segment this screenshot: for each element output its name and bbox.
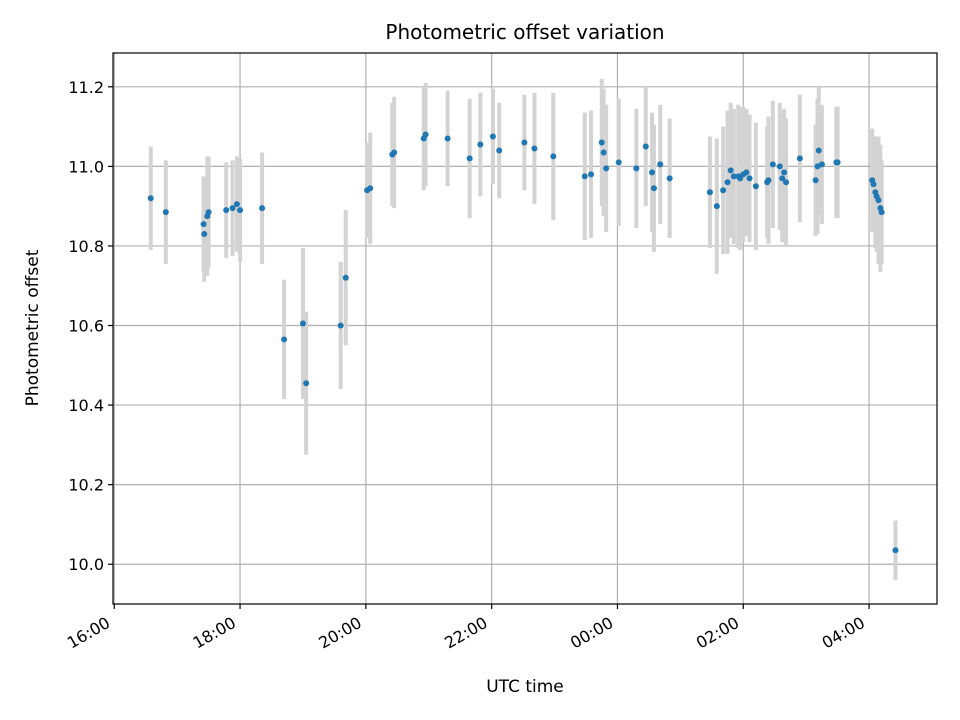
data-point [233,201,240,208]
data-point [818,161,825,168]
y-tick-label: 10.2 [68,476,104,495]
data-point [444,135,451,142]
data-point [706,189,713,196]
data-point [201,231,208,238]
data-point [229,205,236,212]
data-point [713,203,720,210]
data-point [342,274,349,281]
data-point [657,161,664,168]
data-point [281,336,288,343]
y-tick-label: 10.8 [68,237,104,256]
data-point [730,173,737,180]
data-point [205,209,212,216]
data-point [259,205,266,212]
data-points [147,131,899,554]
data-point [815,147,822,154]
data-point [521,139,528,146]
data-point [489,133,496,140]
data-point [650,185,657,192]
data-point [727,167,734,174]
data-point [776,163,783,170]
y-tick-label: 10.4 [68,396,104,415]
data-point [649,169,656,176]
data-point [633,165,640,172]
data-point [466,155,473,162]
data-point [598,139,605,146]
x-axis-label: UTC time [486,677,564,697]
data-point [779,175,786,182]
data-point [870,181,877,188]
data-point [367,185,374,192]
data-point [878,209,885,216]
data-point [783,179,790,186]
data-point [237,207,244,214]
data-point [299,320,306,327]
y-axis: 10.0 10.2 10.4 10.6 10.8 11.0 11.2 [68,78,113,574]
data-point [162,209,169,216]
y-tick-label: 11.2 [68,78,104,97]
y-axis-label: Photometric offset [23,249,43,406]
data-point [769,161,776,168]
data-point [892,547,899,554]
data-point [746,175,753,182]
data-point [531,145,538,152]
data-point [615,159,622,166]
chart-title: Photometric offset variation [385,20,664,44]
y-tick-label: 10.0 [68,555,104,574]
data-point [752,183,759,190]
data-point [477,141,484,148]
data-point [588,171,595,178]
data-point [422,131,429,138]
data-point [337,322,344,329]
data-point [781,169,788,176]
data-point [875,197,882,204]
data-point [666,175,673,182]
data-point [796,155,803,162]
data-point [765,177,772,184]
data-point [642,143,649,150]
data-point [724,179,731,186]
data-point [223,207,230,214]
y-tick-label: 11.0 [68,157,104,176]
y-tick-label: 10.6 [68,317,104,336]
data-point [200,221,207,228]
data-point [391,149,398,156]
data-point [303,380,310,387]
data-point [581,173,588,180]
data-point [600,149,607,156]
data-point [812,177,819,184]
data-point [743,169,750,176]
data-point [550,153,557,160]
data-point [147,195,154,202]
data-point [834,159,841,166]
data-point [720,187,727,194]
data-point [603,165,610,172]
plot-frame [112,52,938,605]
data-point [496,147,503,154]
